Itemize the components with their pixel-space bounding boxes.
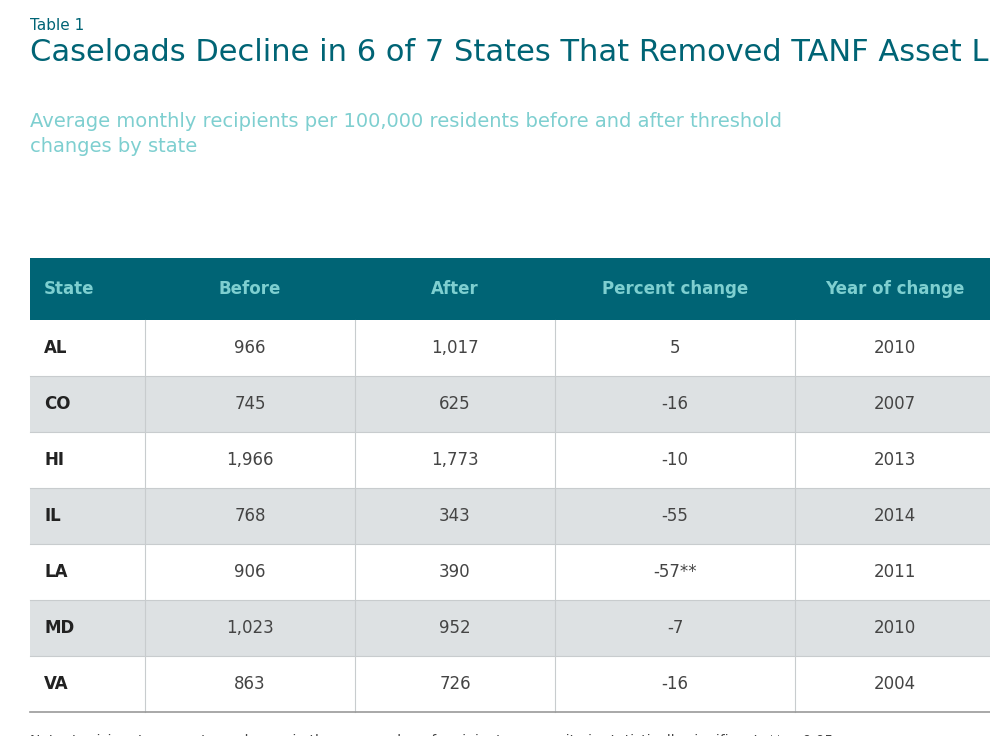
Text: LA: LA	[44, 563, 67, 581]
Bar	[30, 376, 990, 432]
Bar	[30, 488, 990, 544]
Text: 2014: 2014	[874, 507, 916, 525]
Text: -10: -10	[661, 451, 688, 469]
Text: 966: 966	[235, 339, 265, 357]
Text: 2007: 2007	[874, 395, 916, 413]
Text: -16: -16	[661, 675, 688, 693]
Bar	[30, 258, 990, 320]
Text: -55: -55	[661, 507, 688, 525]
Text: 1,023: 1,023	[226, 619, 274, 637]
Text: 2010: 2010	[874, 339, 916, 357]
Text: 625: 625	[440, 395, 471, 413]
Text: 1,966: 1,966	[227, 451, 274, 469]
Text: 1,773: 1,773	[432, 451, 479, 469]
Text: Average monthly recipients per 100,000 residents before and after threshold
chan: Average monthly recipients per 100,000 r…	[30, 112, 782, 156]
Text: -7: -7	[667, 619, 683, 637]
Text: 863: 863	[235, 675, 265, 693]
Text: 343: 343	[440, 507, 471, 525]
Text: 5: 5	[670, 339, 680, 357]
Text: 726: 726	[440, 675, 471, 693]
Text: 390: 390	[440, 563, 471, 581]
Text: AL: AL	[44, 339, 67, 357]
Bar	[30, 544, 990, 600]
Text: MD: MD	[44, 619, 74, 637]
Bar	[30, 656, 990, 712]
Text: Note: Louisiana’s percentage change in the mean value of recipients per capita i: Note: Louisiana’s percentage change in t…	[30, 734, 838, 736]
Text: IL: IL	[44, 507, 60, 525]
Text: CO: CO	[44, 395, 70, 413]
Bar	[30, 432, 990, 488]
Text: Table 1: Table 1	[30, 18, 84, 33]
Text: 768: 768	[235, 507, 265, 525]
Text: 906: 906	[235, 563, 265, 581]
Text: Caseloads Decline in 6 of 7 States That Removed TANF Asset Limits: Caseloads Decline in 6 of 7 States That …	[30, 38, 990, 67]
Bar	[30, 600, 990, 656]
Text: 2004: 2004	[874, 675, 916, 693]
Text: 952: 952	[440, 619, 471, 637]
Text: 2013: 2013	[874, 451, 916, 469]
Text: 2010: 2010	[874, 619, 916, 637]
Text: -57**: -57**	[653, 563, 697, 581]
Text: VA: VA	[44, 675, 68, 693]
Text: 745: 745	[235, 395, 265, 413]
Text: After: After	[431, 280, 479, 298]
Text: 1,017: 1,017	[432, 339, 479, 357]
Text: HI: HI	[44, 451, 64, 469]
Bar	[30, 320, 990, 376]
Text: Before: Before	[219, 280, 281, 298]
Text: Percent change: Percent change	[602, 280, 748, 298]
Text: State: State	[44, 280, 94, 298]
Text: Year of change: Year of change	[826, 280, 964, 298]
Text: 2011: 2011	[874, 563, 916, 581]
Text: -16: -16	[661, 395, 688, 413]
